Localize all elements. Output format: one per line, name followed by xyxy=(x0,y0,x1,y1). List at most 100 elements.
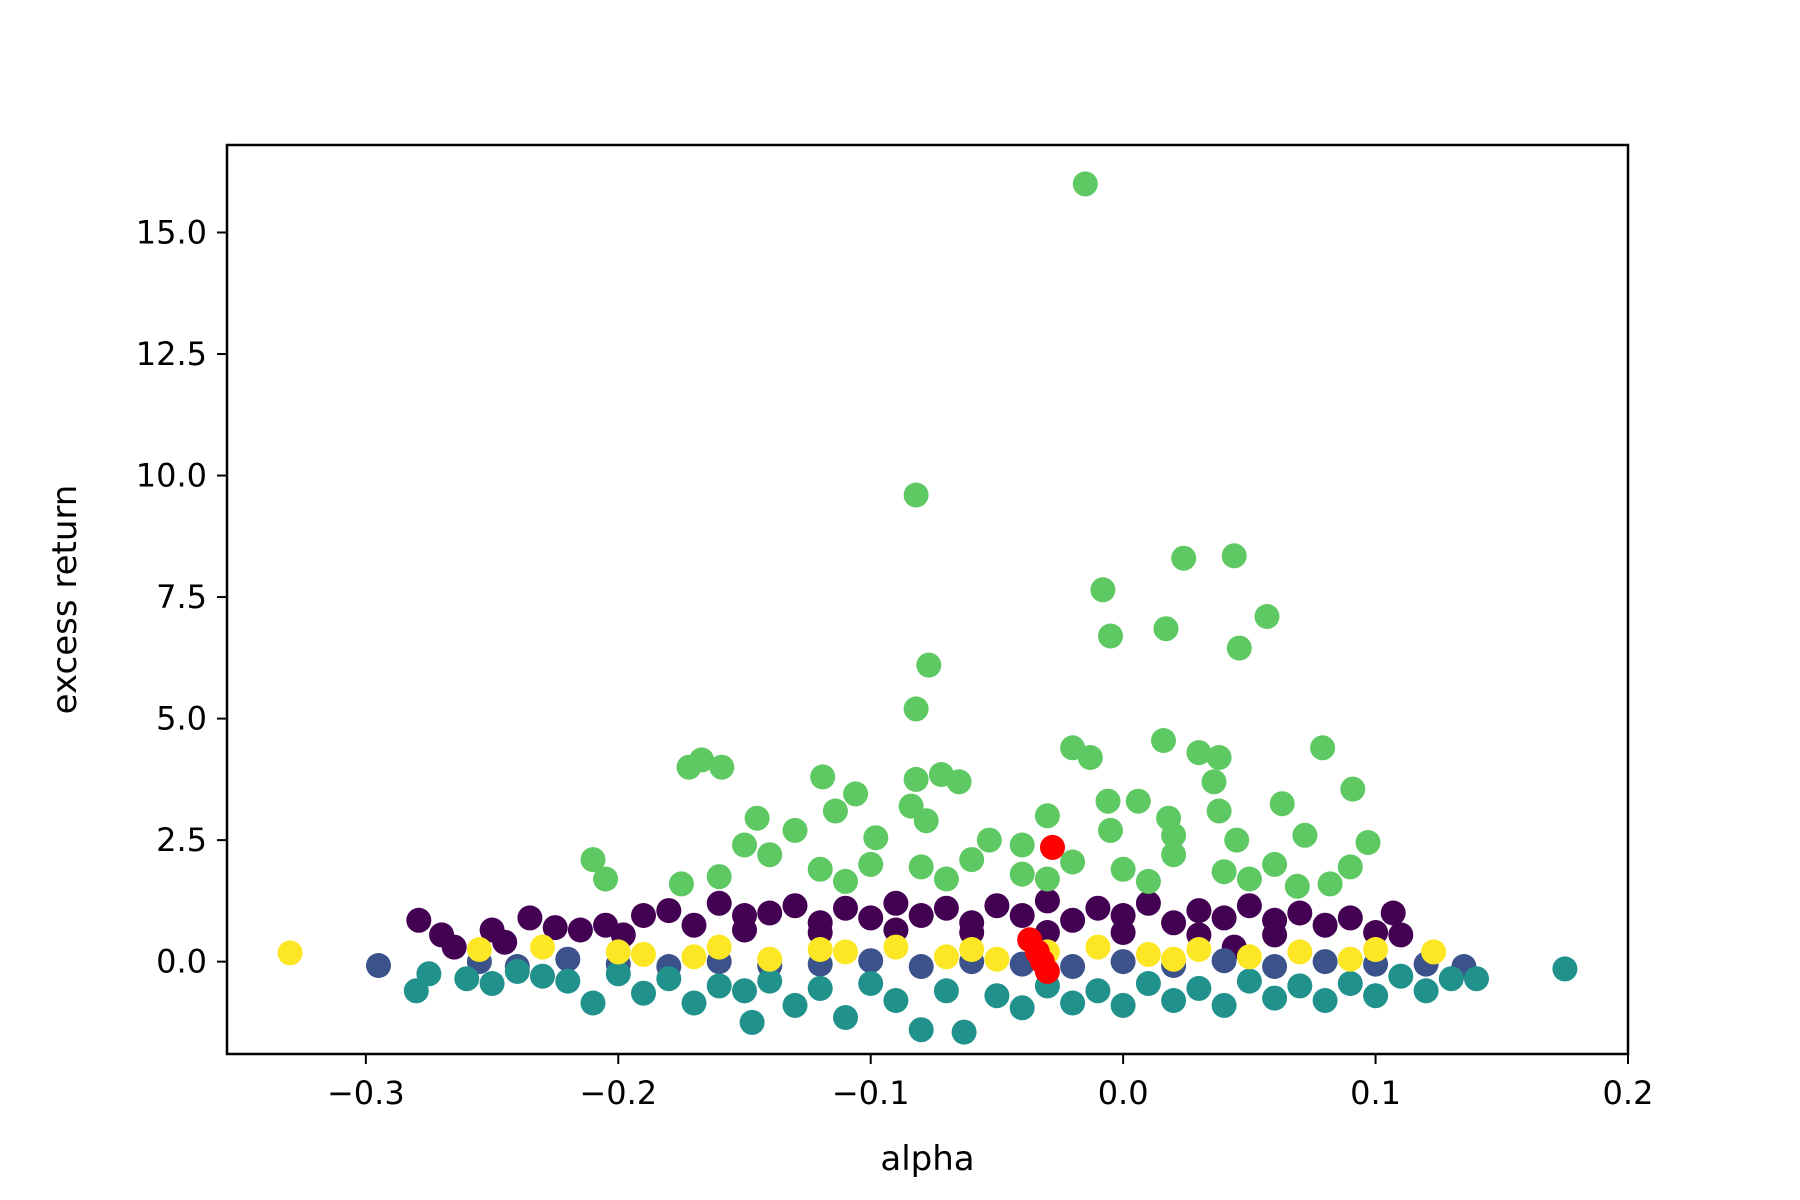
data-point xyxy=(1009,995,1035,1021)
data-point xyxy=(807,975,833,1001)
data-point xyxy=(1085,934,1111,960)
data-point xyxy=(1236,893,1262,919)
data-point xyxy=(1287,973,1313,999)
data-point xyxy=(1337,946,1363,972)
data-point xyxy=(1355,830,1381,855)
data-point xyxy=(555,946,581,972)
data-point xyxy=(1186,975,1212,1001)
data-point xyxy=(946,769,972,795)
data-point xyxy=(1464,966,1489,992)
data-point xyxy=(580,847,606,873)
data-point xyxy=(1211,992,1237,1018)
data-point xyxy=(739,1009,765,1035)
data-point xyxy=(757,842,783,868)
data-point xyxy=(1135,868,1161,894)
data-point xyxy=(782,992,808,1018)
data-point xyxy=(833,895,858,921)
data-point xyxy=(782,817,808,843)
y-tick-label: 7.5 xyxy=(156,578,207,616)
data-point xyxy=(858,948,884,974)
data-point xyxy=(916,652,942,678)
data-point xyxy=(1363,937,1389,962)
data-point xyxy=(567,917,593,943)
data-point xyxy=(1224,827,1250,853)
data-point xyxy=(580,990,606,1016)
y-axis-ticks: 0.0 2.5 5.0 7.5 10.0 12.5 15.0 xyxy=(136,213,227,981)
data-point xyxy=(1226,635,1252,661)
x-tick-label: −0.1 xyxy=(832,1074,910,1112)
data-point xyxy=(656,966,682,992)
data-point xyxy=(1552,956,1578,982)
data-point xyxy=(1098,623,1123,649)
data-point xyxy=(1090,577,1116,603)
data-point xyxy=(530,963,555,989)
data-point xyxy=(984,893,1010,919)
data-point xyxy=(1085,978,1111,1004)
data-point xyxy=(1034,803,1060,829)
data-point xyxy=(1009,861,1035,887)
data-point xyxy=(1161,822,1187,848)
data-point xyxy=(1292,822,1318,848)
plot-area-frame xyxy=(225,143,1630,1056)
data-point xyxy=(1135,971,1161,996)
data-point xyxy=(1077,745,1103,770)
y-tick-label: 15.0 xyxy=(136,213,207,251)
data-point xyxy=(883,934,909,960)
data-point xyxy=(782,893,808,919)
data-point xyxy=(366,953,391,978)
data-point xyxy=(530,934,555,960)
data-point xyxy=(681,944,707,970)
data-point xyxy=(681,912,707,938)
data-point xyxy=(466,937,492,962)
data-point xyxy=(1287,939,1313,965)
data-point xyxy=(1312,912,1338,938)
data-point xyxy=(1317,871,1343,897)
data-point xyxy=(454,966,480,992)
data-point xyxy=(1060,954,1086,979)
data-point xyxy=(858,851,884,877)
data-point xyxy=(1221,543,1247,569)
data-point xyxy=(631,941,656,967)
data-point xyxy=(858,971,884,996)
data-point xyxy=(1421,939,1447,965)
data-point xyxy=(1110,992,1136,1018)
data-point xyxy=(1151,728,1176,753)
data-point xyxy=(1337,971,1363,996)
data-point xyxy=(1254,604,1280,629)
data-point xyxy=(1262,922,1288,948)
data-point xyxy=(517,905,543,931)
data-point xyxy=(984,983,1010,1009)
data-point xyxy=(492,929,518,955)
data-point xyxy=(858,905,884,931)
data-point xyxy=(833,1005,858,1030)
data-point xyxy=(681,990,707,1016)
data-point xyxy=(1095,788,1121,814)
x-tick-label: −0.3 xyxy=(327,1074,405,1112)
data-point xyxy=(1236,944,1262,970)
data-point xyxy=(908,854,934,880)
data-point xyxy=(732,832,757,858)
data-point xyxy=(706,934,732,960)
x-axis-label: alpha xyxy=(880,1139,974,1179)
data-point xyxy=(1380,900,1406,926)
data-point xyxy=(1161,946,1187,972)
data-point xyxy=(441,934,467,960)
y-tick-label: 12.5 xyxy=(136,335,207,373)
data-point xyxy=(959,847,985,873)
data-point xyxy=(833,868,858,894)
data-point xyxy=(908,903,934,928)
y-tick-label: 0.0 xyxy=(156,943,207,981)
data-point xyxy=(1135,890,1161,916)
data-point xyxy=(883,890,909,916)
data-point xyxy=(706,973,732,999)
data-point xyxy=(1186,740,1212,766)
data-point xyxy=(1388,922,1414,948)
data-point xyxy=(1161,842,1187,868)
data-point xyxy=(1236,866,1262,892)
data-point xyxy=(1098,817,1123,843)
data-point xyxy=(668,871,694,897)
data-point xyxy=(631,980,656,1006)
data-point xyxy=(706,864,732,890)
data-point xyxy=(810,764,836,790)
